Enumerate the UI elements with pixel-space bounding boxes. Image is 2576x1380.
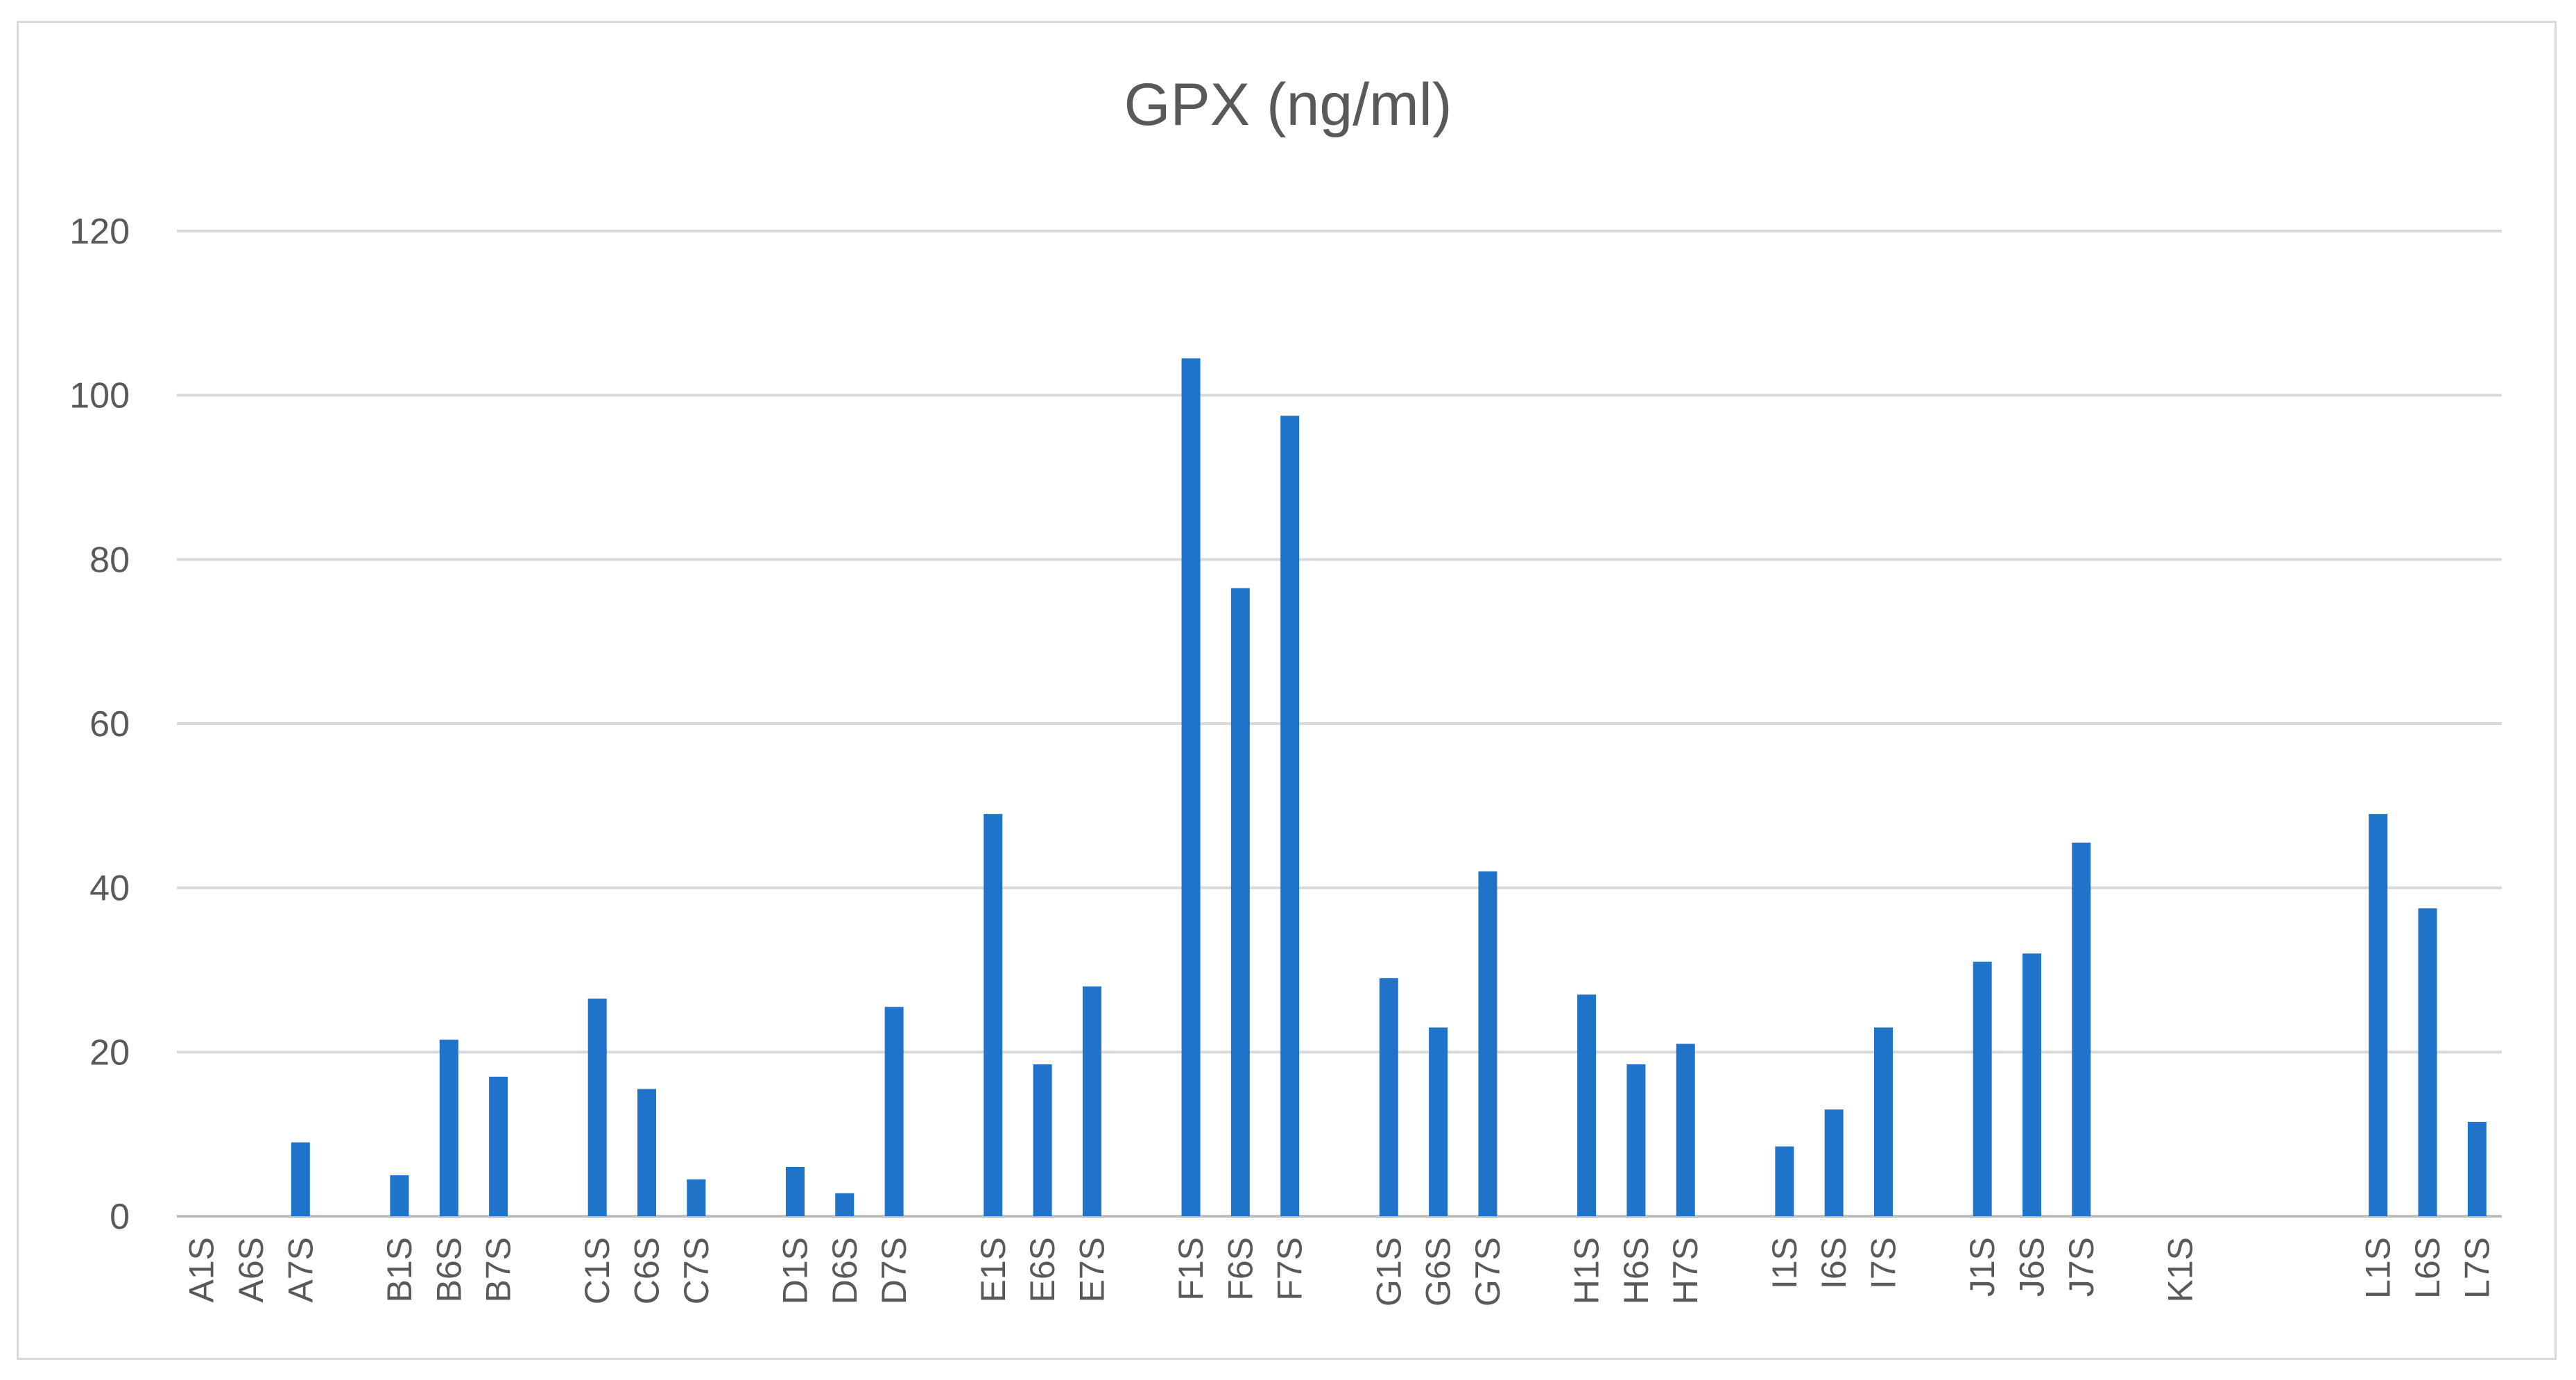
y-tick-label: 40 bbox=[89, 869, 130, 909]
x-tick-label: F7S bbox=[1271, 1237, 1310, 1301]
y-tick-label: 120 bbox=[69, 212, 130, 252]
x-tick-label: A7S bbox=[281, 1237, 320, 1303]
bar-h6s bbox=[1626, 1064, 1646, 1216]
x-tick-label: I6S bbox=[1814, 1237, 1853, 1289]
bar-f7s bbox=[1280, 416, 1300, 1216]
y-tick-label: 80 bbox=[89, 540, 130, 580]
x-tick-label: E1S bbox=[974, 1237, 1013, 1303]
bar-l7s bbox=[2467, 1121, 2487, 1216]
y-axis-ticks: 0 20 40 60 80 100 120 bbox=[69, 212, 130, 1237]
bar-f6s bbox=[1230, 588, 1250, 1216]
y-tick-label: 100 bbox=[69, 376, 130, 416]
x-tick-label: A6S bbox=[232, 1237, 271, 1303]
x-tick-label: D1S bbox=[775, 1237, 814, 1304]
bar-d7s bbox=[884, 1007, 904, 1216]
x-axis-ticks: A1S A6S A7S B1S B6S B7S C1S C6S C7S D1S D6S D7S E1S E… bbox=[182, 1237, 2497, 1306]
bar-g1s bbox=[1379, 978, 1398, 1216]
bar-e6s bbox=[1033, 1064, 1052, 1216]
bar-d1s bbox=[785, 1167, 805, 1216]
bar-e7s bbox=[1082, 986, 1101, 1216]
bar-b1s bbox=[390, 1175, 409, 1216]
x-tick-label: D7S bbox=[875, 1237, 913, 1304]
x-tick-label: C1S bbox=[578, 1237, 617, 1304]
bar-i1s bbox=[1775, 1146, 1794, 1216]
bar-j6s bbox=[2022, 953, 2041, 1216]
bar-c1s bbox=[587, 998, 607, 1216]
y-tick-label: 20 bbox=[89, 1032, 130, 1073]
bar-d6s bbox=[835, 1193, 855, 1216]
y-tick-label: 60 bbox=[89, 704, 130, 744]
bar-g6s bbox=[1429, 1027, 1448, 1216]
bar-f1s bbox=[1181, 358, 1201, 1216]
x-tick-label: L1S bbox=[2359, 1237, 2398, 1299]
x-tick-label: G6S bbox=[1419, 1237, 1458, 1306]
bar-c7s bbox=[687, 1179, 706, 1216]
x-tick-label: G7S bbox=[1468, 1237, 1507, 1306]
chart-title: GPX (ng/ml) bbox=[1124, 71, 1452, 138]
x-tick-label: L7S bbox=[2457, 1237, 2496, 1299]
bar-j1s bbox=[1973, 962, 1992, 1216]
bar-j7s bbox=[2072, 842, 2091, 1216]
x-tick-label: C7S bbox=[677, 1237, 716, 1304]
y-tick-label: 0 bbox=[110, 1197, 130, 1237]
x-tick-label: C6S bbox=[628, 1237, 667, 1304]
x-tick-label: L6S bbox=[2408, 1237, 2447, 1299]
x-tick-label: G1S bbox=[1369, 1237, 1408, 1306]
x-tick-label: E6S bbox=[1023, 1237, 1062, 1303]
x-tick-label: H7S bbox=[1666, 1237, 1705, 1304]
x-tick-label: B1S bbox=[380, 1237, 419, 1303]
x-tick-label: E7S bbox=[1072, 1237, 1111, 1303]
x-tick-label: H1S bbox=[1568, 1237, 1606, 1304]
bar-b7s bbox=[489, 1076, 508, 1216]
bars bbox=[291, 358, 2487, 1216]
bar-l1s bbox=[2369, 814, 2388, 1216]
x-tick-label: F1S bbox=[1171, 1237, 1210, 1301]
bar-i7s bbox=[1874, 1027, 1894, 1216]
bar-b6s bbox=[439, 1039, 458, 1216]
bar-e1s bbox=[984, 814, 1003, 1216]
chart-frame: GPX (ng/ml) 0 20 40 60 80 100 120 A1S A6S A7S B1S… bbox=[17, 21, 2557, 1360]
x-tick-label: H6S bbox=[1617, 1237, 1656, 1304]
x-tick-label: K1S bbox=[2161, 1237, 2199, 1303]
x-tick-label: J1S bbox=[1963, 1237, 2002, 1297]
bar-h7s bbox=[1676, 1043, 1695, 1216]
x-tick-label: I7S bbox=[1864, 1237, 1903, 1289]
x-tick-label: B6S bbox=[429, 1237, 468, 1303]
x-tick-label: I1S bbox=[1765, 1237, 1804, 1289]
bar-chart: GPX (ng/ml) 0 20 40 60 80 100 120 A1S A6S A7S B1S… bbox=[69, 71, 2502, 1306]
gridlines bbox=[177, 230, 2502, 1218]
bar-a7s bbox=[291, 1142, 310, 1216]
x-tick-label: J7S bbox=[2062, 1237, 2101, 1297]
bar-l6s bbox=[2418, 908, 2437, 1216]
bar-c6s bbox=[637, 1089, 657, 1216]
bar-i6s bbox=[1824, 1109, 1844, 1216]
x-tick-label: J6S bbox=[2012, 1237, 2051, 1297]
x-tick-label: A1S bbox=[182, 1237, 221, 1303]
x-tick-label: F6S bbox=[1221, 1237, 1260, 1301]
bar-h1s bbox=[1577, 994, 1597, 1216]
x-tick-label: B7S bbox=[479, 1237, 518, 1303]
x-tick-label: D6S bbox=[825, 1237, 864, 1304]
bar-g7s bbox=[1478, 871, 1497, 1216]
